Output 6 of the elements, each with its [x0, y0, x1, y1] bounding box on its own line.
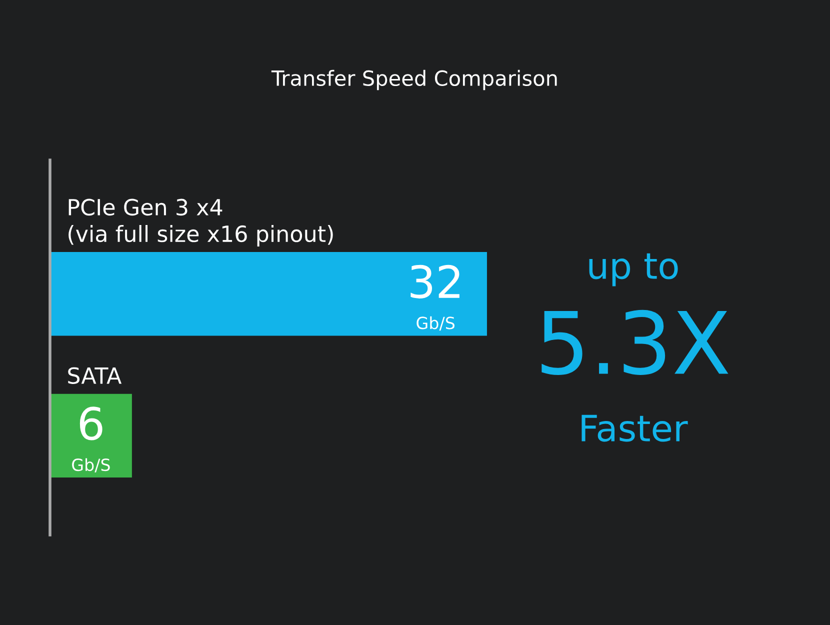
text: up to 5.3X Faster	[542, 253, 728, 442]
y-tick-label: PCIe Gen 3 x4 (via full size x16 pinout)	[68, 198, 333, 246]
chart-title: Transfer Speed Comparison	[271, 70, 557, 90]
data-label: 6 Gb/S	[72, 406, 110, 472]
y-tick-label: SATA	[68, 367, 122, 384]
data-label: 32 Gb/S	[410, 264, 460, 331]
